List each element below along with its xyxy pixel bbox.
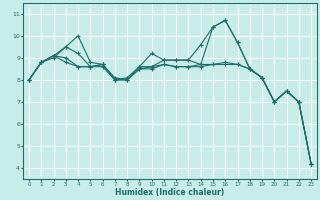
X-axis label: Humidex (Indice chaleur): Humidex (Indice chaleur) <box>116 188 225 197</box>
